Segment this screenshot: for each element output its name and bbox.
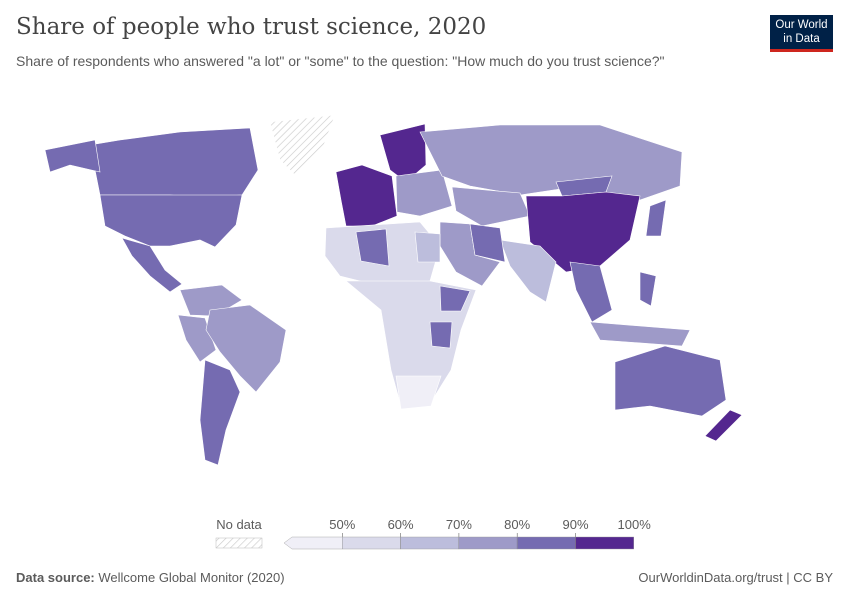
region-south-africa[interactable]: South Africa: 48% [395, 375, 442, 410]
region-argentina-chile[interactable]: Argentina / Chile: 86% [199, 359, 241, 466]
legend: No data 50% 60% 70% 80% 90% 100% [215, 517, 652, 550]
legend-bin-label: 90% [562, 517, 588, 532]
legend-bin-label: 50% [329, 517, 355, 532]
source-label: Data source: [16, 570, 95, 585]
region-ethiopia[interactable]: Ethiopia: 82% [439, 285, 471, 312]
legend-bin-swatch[interactable] [458, 536, 518, 550]
legend-bin-swatch[interactable] [283, 536, 343, 550]
legend-bin-label: 70% [446, 517, 472, 532]
region-greenland[interactable]: Greenland [269, 114, 336, 177]
region-kazakhstan-central-asia[interactable]: Kazakhstan / Central Asia: 78% [451, 186, 531, 227]
region-united-states[interactable]: United States: 84% [99, 194, 243, 248]
region-russia[interactable]: Russia: 76% [419, 124, 683, 201]
region-philippines[interactable]: Philippines: 84% [639, 271, 657, 307]
chart-subtitle: Share of respondents who answered "a lot… [16, 53, 665, 69]
legend-bin-swatch[interactable] [575, 536, 634, 550]
region-western-europe[interactable]: Western Europe: 92% [335, 164, 398, 227]
legend-bin-label: 60% [388, 517, 414, 532]
source-url[interactable]: OurWorldinData.org/trust | CC BY [638, 570, 833, 585]
region-tanzania[interactable]: Tanzania: 86% [429, 321, 453, 349]
region-indonesia[interactable]: Indonesia: 72% [589, 321, 691, 347]
legend-no-data-swatch [215, 537, 263, 549]
logo-line-2: in Data [783, 33, 820, 45]
legend-no-data-label: No data [216, 517, 262, 532]
region-iran[interactable]: Iran: 84% [469, 223, 506, 263]
region-eastern-europe[interactable]: Eastern Europe: 78% [395, 169, 453, 217]
legend-bin-label: 100% [618, 517, 652, 532]
source-value: Wellcome Global Monitor (2020) [98, 570, 285, 585]
region-australia[interactable]: Australia: 86% [614, 345, 727, 417]
region-algeria[interactable]: Algeria: 81% [355, 228, 390, 267]
region-southeast-asia[interactable]: Southeast Asia: 86% [569, 261, 613, 323]
legend-bin-swatch[interactable] [342, 536, 401, 550]
region-mexico[interactable]: Mexico: 82% [121, 237, 183, 293]
region-egypt[interactable]: Egypt: 65% [414, 231, 441, 263]
region-new-zealand[interactable]: New Zealand: 93% [704, 409, 743, 442]
legend-bin-swatch[interactable] [400, 536, 460, 550]
legend-bin-swatch[interactable] [517, 536, 576, 550]
data-source: Data source: Wellcome Global Monitor (20… [16, 570, 285, 585]
region-alaska-us-[interactable]: Alaska (US): 84% [44, 139, 101, 173]
region-brazil[interactable]: Brazil: 76% [205, 304, 287, 393]
legend-bin-label: 80% [504, 517, 530, 532]
chart-title: Share of people who trust science, 2020 [16, 14, 487, 40]
logo-line-1: Our World [775, 19, 828, 31]
region-sub-saharan-africa[interactable]: Sub-Saharan Africa: 54% [345, 280, 477, 407]
owid-logo[interactable]: Our World in Data [770, 15, 833, 52]
region-japan[interactable]: Japan: 87% [645, 199, 667, 237]
region-india[interactable]: India: 67% [499, 239, 557, 303]
